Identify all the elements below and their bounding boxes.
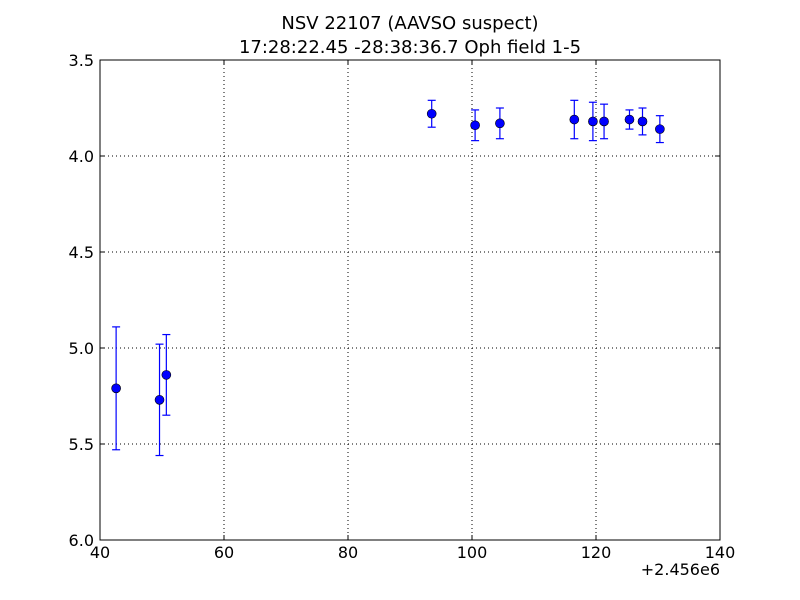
x-offset-label: +2.456e6 (641, 560, 720, 579)
y-tick-label: 5.5 (69, 435, 94, 454)
data-point (426, 108, 437, 119)
axis-ticks: 40 60 80 100 120 140 3.5 4.0 4.5 5.0 5.5 6.0 (69, 51, 736, 562)
x-tick-label: 40 (90, 543, 110, 562)
data-point (154, 395, 165, 405)
x-tick-label: 140 (705, 543, 736, 562)
plot-frame (99, 59, 721, 541)
x-tick-label: 80 (338, 543, 358, 562)
data-point (624, 114, 635, 125)
x-tick-label: 100 (457, 543, 488, 562)
data-point (111, 383, 121, 394)
y-tick-label: 4.5 (69, 243, 94, 262)
data-series (111, 99, 665, 457)
chart-subtitle: 17:28:22.45 -28:38:36.7 Oph field 1-5 (239, 37, 581, 58)
y-tick-label: 6.0 (69, 531, 94, 550)
data-point (161, 370, 172, 380)
data-point (599, 116, 609, 127)
data-point (569, 114, 580, 125)
chart-title: NSV 22107 (AAVSO suspect) (281, 13, 538, 34)
x-tick-label: 120 (581, 543, 612, 562)
data-point (495, 118, 505, 129)
data-point (588, 116, 598, 127)
y-tick-label: 4.0 (69, 147, 94, 166)
data-point (655, 124, 665, 134)
y-tick-label: 3.5 (69, 51, 94, 70)
y-tick-label: 5.0 (69, 339, 94, 358)
x-tick-label: 60 (214, 543, 234, 562)
grid (100, 60, 720, 540)
data-point (637, 116, 648, 127)
data-point (470, 120, 480, 131)
